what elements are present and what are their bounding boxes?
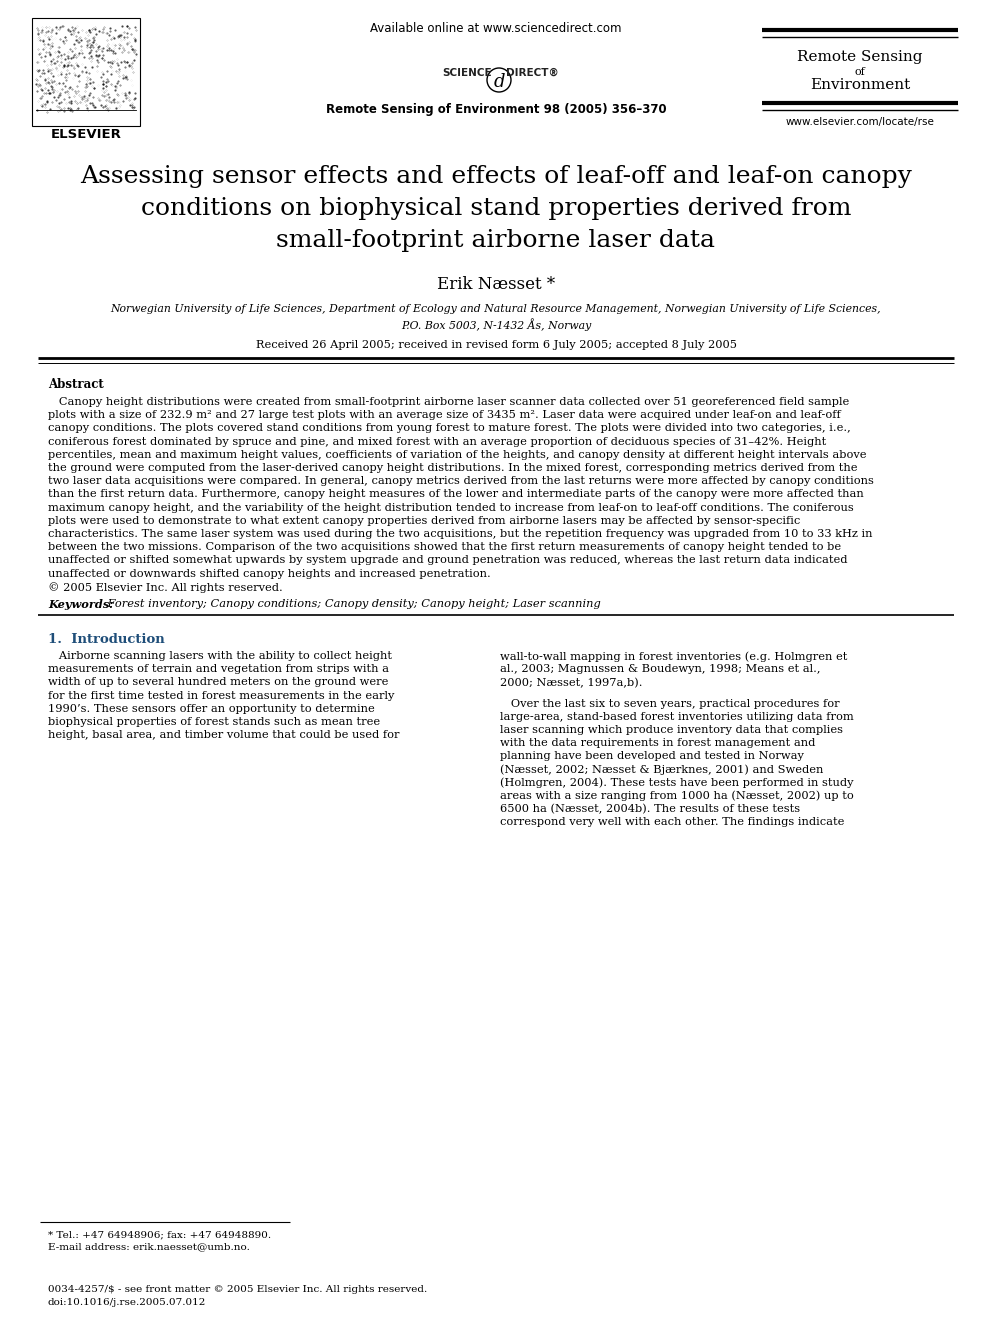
Text: with the data requirements in forest management and: with the data requirements in forest man… [500, 738, 815, 747]
Text: (Næsset, 2002; Næsset & Bjærknes, 2001) and Sweden: (Næsset, 2002; Næsset & Bjærknes, 2001) … [500, 765, 823, 775]
Text: plots with a size of 232.9 m² and 27 large test plots with an average size of 34: plots with a size of 232.9 m² and 27 lar… [48, 410, 841, 421]
Text: laser scanning which produce inventory data that complies: laser scanning which produce inventory d… [500, 725, 843, 734]
Text: SCIENCE: SCIENCE [442, 67, 492, 78]
Bar [32, 19, 140, 126]
Text: wall-to-wall mapping in forest inventories (e.g. Holmgren et: wall-to-wall mapping in forest inventori… [500, 651, 847, 662]
Text: 1990’s. These sensors offer an opportunity to determine: 1990’s. These sensors offer an opportuni… [48, 704, 375, 714]
Text: Forest inventory; Canopy conditions; Canopy density; Canopy height; Laser scanni: Forest inventory; Canopy conditions; Can… [104, 599, 601, 609]
Text: www.elsevier.com/locate/rse: www.elsevier.com/locate/rse [786, 116, 934, 127]
Text: coniferous forest dominated by spruce and pine, and mixed forest with an average: coniferous forest dominated by spruce an… [48, 437, 826, 447]
Text: DIRECT®: DIRECT® [506, 67, 558, 78]
Text: for the first time tested in forest measurements in the early: for the first time tested in forest meas… [48, 691, 395, 701]
Text: percentiles, mean and maximum height values, coefficients of variation of the he: percentiles, mean and maximum height val… [48, 450, 866, 460]
Text: 6500 ha (Næsset, 2004b). The results of these tests: 6500 ha (Næsset, 2004b). The results of … [500, 804, 801, 815]
Text: small-footprint airborne laser data: small-footprint airborne laser data [277, 229, 715, 251]
Text: plots were used to demonstrate to what extent canopy properties derived from air: plots were used to demonstrate to what e… [48, 516, 801, 525]
Text: biophysical properties of forest stands such as mean tree: biophysical properties of forest stands … [48, 717, 380, 728]
Text: Received 26 April 2005; received in revised form 6 July 2005; accepted 8 July 20: Received 26 April 2005; received in revi… [256, 340, 736, 351]
Text: large-area, stand-based forest inventories utilizing data from: large-area, stand-based forest inventori… [500, 712, 854, 722]
Text: unaffected or downwards shifted canopy heights and increased penetration.: unaffected or downwards shifted canopy h… [48, 569, 491, 578]
Text: (Holmgren, 2004). These tests have been performed in study: (Holmgren, 2004). These tests have been … [500, 778, 853, 789]
Text: planning have been developed and tested in Norway: planning have been developed and tested … [500, 751, 804, 761]
Text: of: of [855, 67, 865, 77]
Text: © 2005 Elsevier Inc. All rights reserved.: © 2005 Elsevier Inc. All rights reserved… [48, 582, 283, 593]
Text: two laser data acquisitions were compared. In general, canopy metrics derived fr: two laser data acquisitions were compare… [48, 476, 874, 486]
Text: unaffected or shifted somewhat upwards by system upgrade and ground penetration : unaffected or shifted somewhat upwards b… [48, 556, 847, 565]
Text: than the first return data. Furthermore, canopy height measures of the lower and: than the first return data. Furthermore,… [48, 490, 864, 499]
Text: doi:10.1016/j.rse.2005.07.012: doi:10.1016/j.rse.2005.07.012 [48, 1298, 206, 1307]
Text: Over the last six to seven years, practical procedures for: Over the last six to seven years, practi… [500, 699, 839, 709]
Text: Airborne scanning lasers with the ability to collect height: Airborne scanning lasers with the abilit… [48, 651, 392, 662]
Text: Erik Næsset *: Erik Næsset * [436, 277, 556, 292]
Text: E-mail address: erik.naesset@umb.no.: E-mail address: erik.naesset@umb.no. [48, 1242, 250, 1252]
Text: height, basal area, and timber volume that could be used for: height, basal area, and timber volume th… [48, 730, 400, 740]
Text: 0034-4257/$ - see front matter © 2005 Elsevier Inc. All rights reserved.: 0034-4257/$ - see front matter © 2005 El… [48, 1285, 428, 1294]
Text: ELSEVIER: ELSEVIER [51, 128, 121, 142]
Text: Keywords:: Keywords: [48, 599, 113, 610]
Text: width of up to several hundred meters on the ground were: width of up to several hundred meters on… [48, 677, 389, 688]
Text: Remote Sensing: Remote Sensing [798, 50, 923, 64]
Text: P.O. Box 5003, N-1432 Ås, Norway: P.O. Box 5003, N-1432 Ås, Norway [401, 318, 591, 331]
Text: Remote Sensing of Environment 98 (2005) 356–370: Remote Sensing of Environment 98 (2005) … [325, 103, 667, 116]
Text: al., 2003; Magnussen & Boudewyn, 1998; Means et al.,: al., 2003; Magnussen & Boudewyn, 1998; M… [500, 664, 820, 675]
Text: Abstract: Abstract [48, 378, 104, 392]
Text: Canopy height distributions were created from small-footprint airborne laser sca: Canopy height distributions were created… [48, 397, 849, 407]
Text: correspond very well with each other. The findings indicate: correspond very well with each other. Th… [500, 818, 844, 827]
Text: conditions on biophysical stand properties derived from: conditions on biophysical stand properti… [141, 197, 851, 220]
Text: d: d [493, 73, 505, 91]
Text: measurements of terrain and vegetation from strips with a: measurements of terrain and vegetation f… [48, 664, 389, 675]
Text: Norwegian University of Life Sciences, Department of Ecology and Natural Resourc: Norwegian University of Life Sciences, D… [111, 304, 881, 314]
Text: maximum canopy height, and the variability of the height distribution tended to : maximum canopy height, and the variabili… [48, 503, 854, 512]
Text: the ground were computed from the laser-derived canopy height distributions. In : the ground were computed from the laser-… [48, 463, 857, 474]
Text: 1.  Introduction: 1. Introduction [48, 632, 165, 646]
Text: Environment: Environment [809, 78, 910, 93]
Text: Assessing sensor effects and effects of leaf-off and leaf-on canopy: Assessing sensor effects and effects of … [80, 165, 912, 188]
Text: characteristics. The same laser system was used during the two acquisitions, but: characteristics. The same laser system w… [48, 529, 873, 538]
Text: Available online at www.sciencedirect.com: Available online at www.sciencedirect.co… [370, 22, 622, 34]
Text: 2000; Næsset, 1997a,b).: 2000; Næsset, 1997a,b). [500, 677, 643, 688]
Text: * Tel.: +47 64948906; fax: +47 64948890.: * Tel.: +47 64948906; fax: +47 64948890. [48, 1230, 271, 1240]
Text: areas with a size ranging from 1000 ha (Næsset, 2002) up to: areas with a size ranging from 1000 ha (… [500, 791, 854, 802]
Text: canopy conditions. The plots covered stand conditions from young forest to matur: canopy conditions. The plots covered sta… [48, 423, 851, 434]
Text: between the two missions. Comparison of the two acquisitions showed that the fir: between the two missions. Comparison of … [48, 542, 841, 552]
